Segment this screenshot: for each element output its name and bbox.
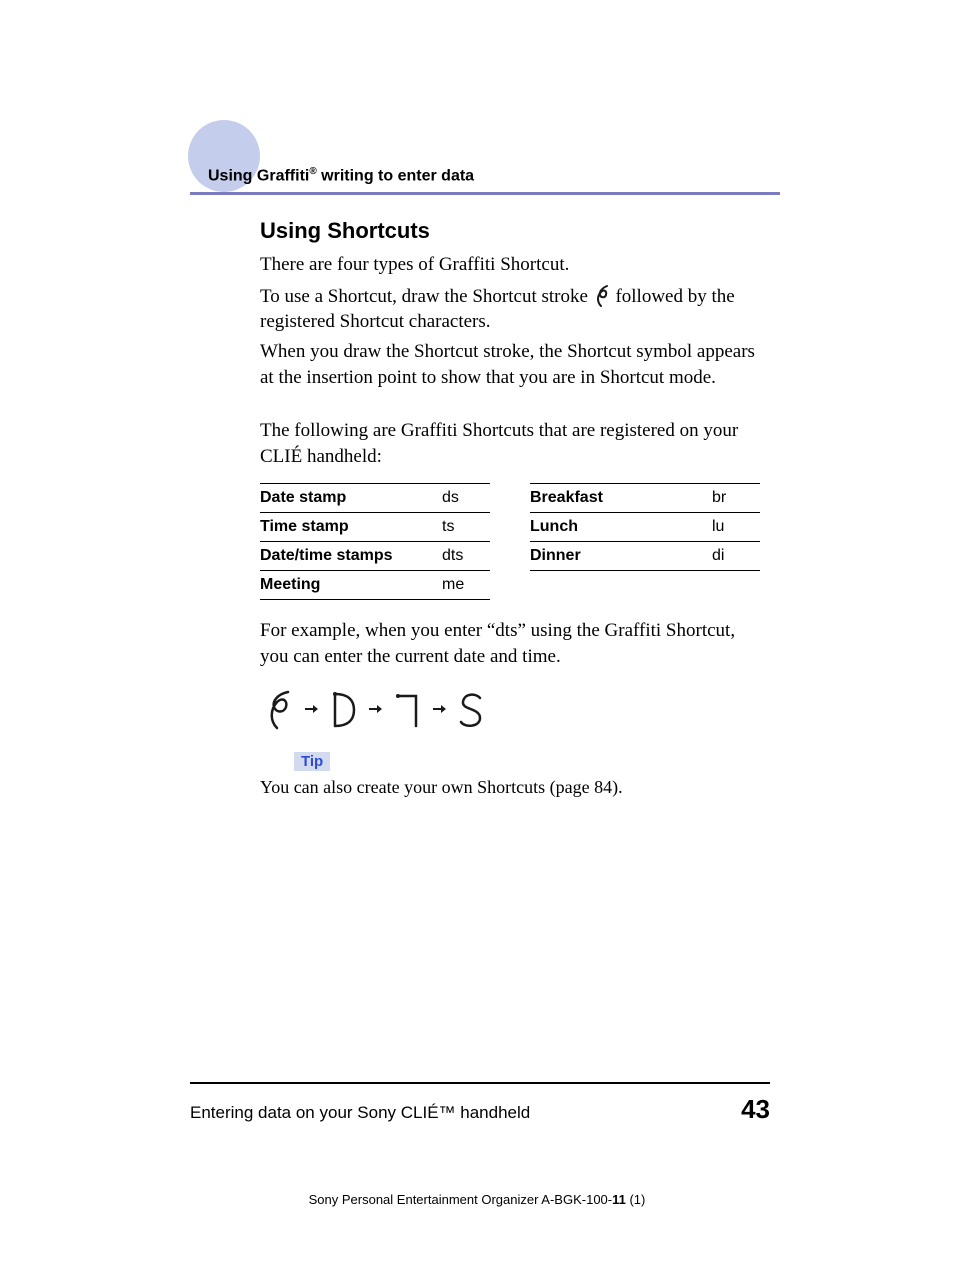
table-row: Time stamp ts — [260, 512, 490, 541]
imprint-suffix: (1) — [626, 1192, 646, 1207]
section-header: Using Graffiti® writing to enter data — [190, 120, 770, 198]
intro-paragraph-1: There are four types of Graffiti Shortcu… — [260, 252, 760, 278]
shortcut-code: ts — [442, 518, 490, 536]
tip-block: Tip You can also create your own Shortcu… — [294, 752, 760, 798]
table-row: Dinner di — [530, 541, 760, 571]
tip-text: You can also create your own Shortcuts (… — [260, 777, 760, 798]
header-prefix: Using Graffiti — [208, 167, 309, 184]
stroke-example — [260, 688, 760, 730]
intro-paragraph-4: The following are Graffiti Shortcuts tha… — [260, 418, 760, 469]
section-heading: Using Shortcuts — [260, 218, 760, 244]
page-number: 43 — [741, 1094, 770, 1125]
shortcut-label: Date/time stamps — [260, 547, 442, 565]
header-suffix: writing to enter data — [317, 167, 474, 184]
footer-chapter: Entering data on your Sony CLIÉ™ handhel… — [190, 1103, 530, 1123]
imprint-prefix: Sony Personal Entertainment Organizer A-… — [309, 1192, 612, 1207]
footer-rule — [190, 1082, 770, 1084]
header-registered: ® — [309, 166, 316, 177]
imprint-line: Sony Personal Entertainment Organizer A-… — [0, 1192, 954, 1207]
letter-d-glyph — [328, 688, 358, 730]
shortcut-code: me — [442, 576, 490, 594]
letter-t-glyph — [392, 688, 422, 730]
table-row: Date stamp ds — [260, 483, 490, 512]
header-title: Using Graffiti® writing to enter data — [208, 166, 474, 185]
tip-badge: Tip — [294, 752, 330, 771]
example-paragraph: For example, when you enter “dts” using … — [260, 618, 760, 669]
table-row: Meeting me — [260, 570, 490, 600]
letter-s-glyph — [456, 688, 486, 730]
shortcut-label: Dinner — [530, 547, 712, 565]
shortcut-code: ds — [442, 489, 490, 507]
p2-before: To use a Shortcut, draw the Shortcut str… — [260, 286, 593, 307]
shortcut-loop-glyph — [264, 688, 294, 730]
page-footer: Entering data on your Sony CLIÉ™ handhel… — [190, 1082, 770, 1125]
table-row: Date/time stamps dts — [260, 541, 490, 570]
shortcuts-tables: Date stamp ds Time stamp ts Date/time st… — [260, 483, 760, 600]
shortcut-code: dts — [442, 547, 490, 565]
shortcut-label: Lunch — [530, 518, 712, 536]
shortcut-label: Time stamp — [260, 518, 442, 536]
shortcut-code: br — [712, 489, 760, 507]
arrow-right-icon — [432, 702, 446, 716]
shortcuts-table-left: Date stamp ds Time stamp ts Date/time st… — [260, 483, 490, 600]
shortcut-code: lu — [712, 518, 760, 536]
intro-paragraph-2: To use a Shortcut, draw the Shortcut str… — [260, 282, 760, 335]
table-row: Lunch lu — [530, 512, 760, 541]
imprint-bold: 11 — [612, 1192, 626, 1207]
shortcut-stroke-icon — [593, 282, 611, 308]
shortcut-label: Meeting — [260, 576, 442, 594]
table-row: Breakfast br — [530, 483, 760, 512]
arrow-right-icon — [368, 702, 382, 716]
intro-paragraph-3: When you draw the Shortcut stroke, the S… — [260, 339, 760, 390]
header-rule — [190, 192, 780, 195]
arrow-right-icon — [304, 702, 318, 716]
shortcut-label: Breakfast — [530, 489, 712, 507]
shortcuts-table-right: Breakfast br Lunch lu Dinner di — [530, 483, 760, 600]
shortcut-label: Date stamp — [260, 489, 442, 507]
shortcut-code: di — [712, 547, 760, 565]
